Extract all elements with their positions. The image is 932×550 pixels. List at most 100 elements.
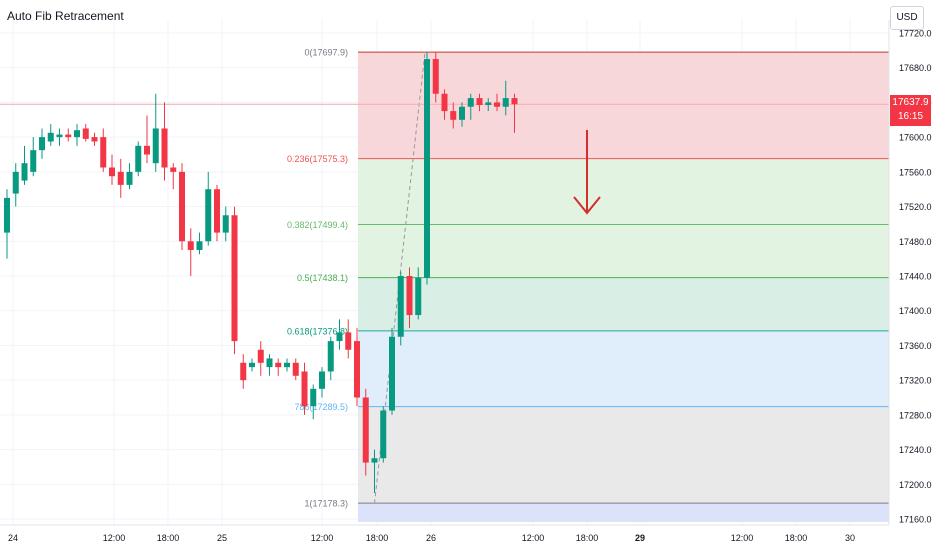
candle-up: [4, 197, 10, 233]
candle-down: [511, 98, 518, 105]
candle-up: [266, 358, 273, 368]
candle-up: [389, 336, 395, 411]
candle-down: [441, 93, 448, 112]
time-tick-label: 18:00: [366, 533, 389, 543]
candles: [4, 52, 518, 493]
candle-down: [450, 111, 457, 120]
candle-up: [152, 128, 159, 164]
candle-down: [301, 371, 308, 407]
time-tick-label: 25: [217, 533, 227, 543]
candle-down: [494, 102, 500, 107]
candle-up: [39, 137, 45, 151]
last-price-badge: 17637.9 16:15: [890, 95, 931, 126]
time-tick-label: 30: [845, 533, 855, 543]
candle-up: [21, 163, 28, 181]
candle-up: [249, 362, 255, 368]
price-tick-label: 17520.0: [899, 202, 932, 212]
candle-up: [371, 458, 378, 463]
fib-zone: [358, 330, 889, 407]
candle-up: [56, 134, 63, 138]
candle-countdown: 16:15: [897, 111, 924, 122]
candle-up: [319, 371, 325, 389]
candle-down: [476, 98, 483, 106]
candle-down: [432, 59, 439, 94]
candle-down: [257, 349, 264, 363]
fib-zone: [358, 158, 889, 225]
candle-up: [397, 276, 404, 337]
time-tick-label: 12:00: [731, 533, 754, 543]
price-tick-label: 17280.0: [899, 410, 932, 420]
price-tick-label: 17440.0: [899, 272, 932, 282]
candle-up: [47, 132, 54, 142]
candle-down: [144, 145, 150, 155]
candle-down: [117, 171, 124, 185]
fib-level-label: 0.382(17499.4): [287, 220, 348, 230]
fib-level-label: 0.236(17575.3): [287, 154, 348, 164]
price-tick-label: 17160.0: [899, 515, 932, 525]
fib-zone: [358, 503, 889, 522]
last-price-value: 17637.9: [892, 97, 929, 108]
price-tick-label: 17360.0: [899, 341, 932, 351]
time-tick-label: 26: [426, 533, 436, 543]
fib-level-label: 0.618(17376.8): [287, 326, 348, 336]
candle-up: [380, 410, 387, 459]
fib-zone: [358, 406, 889, 504]
fib-level-label: 0.5(17438.1): [297, 273, 348, 283]
price-axis[interactable]: 17720.017680.017640.017600.017560.017520…: [888, 20, 932, 525]
price-tick-label: 17320.0: [899, 376, 932, 386]
candle-down: [354, 341, 360, 398]
fib-level-label: 0(17697.9): [304, 48, 348, 58]
time-tick-label: 12:00: [311, 533, 334, 543]
time-tick-label: 29: [635, 533, 645, 543]
candle-up: [30, 150, 37, 172]
fib-zone: [358, 277, 889, 331]
time-axis[interactable]: 24 12:00 18:00 25 12:00 18:00 26 12:00 18:00 29 12…: [0, 524, 889, 543]
time-tick-label: 12:00: [522, 533, 545, 543]
currency-button[interactable]: USD: [890, 6, 924, 30]
candle-down: [179, 171, 185, 242]
down-arrow-annotation: [573, 130, 601, 215]
time-tick-label: 18:00: [785, 533, 808, 543]
fib-zones: [358, 52, 889, 522]
candle-up: [135, 145, 142, 172]
time-tick-label: 24: [8, 533, 18, 543]
candle-up: [126, 171, 133, 185]
candle-up: [222, 215, 229, 233]
time-tick-label: 18:00: [576, 533, 599, 543]
indicator-title: Auto Fib Retracement: [7, 9, 124, 23]
candle-up: [424, 59, 430, 278]
candle-down: [406, 276, 413, 316]
time-tick-label: 12:00: [103, 533, 126, 543]
candle-down: [82, 128, 89, 139]
fib-zone: [358, 224, 889, 278]
candle-down: [91, 137, 98, 142]
candle-down: [275, 362, 282, 368]
candle-down: [161, 128, 168, 168]
candle-down: [240, 362, 247, 381]
fib-level-label: 1(17178.3): [304, 499, 348, 509]
price-tick-label: 17600.0: [899, 133, 932, 143]
price-tick-label: 17240.0: [899, 445, 932, 455]
fib-lines: [358, 51, 889, 504]
price-tick-label: 17200.0: [899, 480, 932, 490]
candle-down: [100, 137, 107, 168]
candle-down: [345, 332, 352, 350]
candle-down: [65, 134, 72, 138]
candle-up: [467, 98, 474, 107]
candle-up: [12, 171, 19, 194]
time-tick-label: 18:00: [157, 533, 180, 543]
price-tick-label: 17400.0: [899, 306, 932, 316]
candle-up: [336, 332, 343, 342]
candle-up: [284, 362, 290, 368]
fib-level-label: 786(17289.5): [294, 402, 348, 412]
candle-down: [109, 167, 115, 177]
candle-up: [74, 130, 80, 138]
candle-up: [502, 98, 509, 107]
candle-down: [214, 189, 220, 233]
candle-up: [310, 388, 317, 407]
candle-down: [231, 215, 238, 342]
candle-down: [170, 167, 177, 172]
candle-up: [327, 341, 334, 372]
candle-up: [196, 241, 203, 250]
